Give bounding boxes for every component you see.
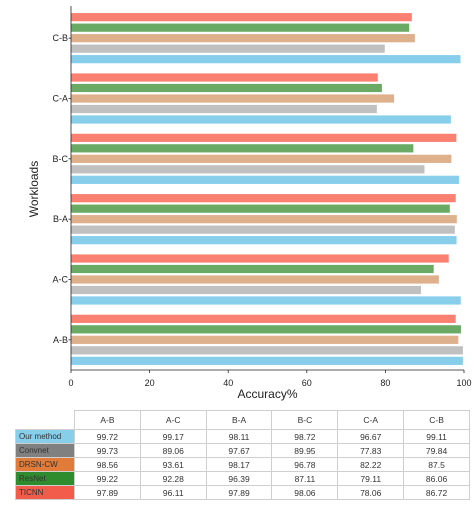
table-cell: 93.61 bbox=[139, 457, 207, 472]
bar-drsn-cw-c-b bbox=[71, 34, 415, 43]
table-cell: 87.5 bbox=[403, 457, 470, 472]
x-tick-label: 100 bbox=[456, 378, 471, 388]
table-cell: 98.06 bbox=[271, 485, 339, 500]
accuracy-bar-chart: C-B C-A B-C B-A A-C A-B 0 20 40 60 80 100 Accuracy% W… bbox=[27, 6, 472, 401]
bar-convnet-c-a bbox=[71, 104, 377, 114]
bar-our-method-a-c bbox=[71, 296, 461, 305]
table-cell: 99.17 bbox=[139, 429, 207, 444]
column-header: C-A bbox=[337, 410, 405, 430]
bar-our-method-c-b bbox=[71, 55, 461, 64]
y-tick-label: C-B bbox=[53, 33, 69, 43]
table-cell: 96.11 bbox=[139, 485, 207, 500]
table-cell: 86.06 bbox=[403, 471, 470, 486]
bar-resnet-a-c bbox=[71, 264, 434, 274]
x-tick-label: 20 bbox=[145, 378, 155, 388]
table-cell: 98.17 bbox=[205, 457, 273, 472]
bar-resnet-c-a bbox=[71, 83, 382, 93]
table-cell: 78.06 bbox=[337, 485, 405, 500]
y-tick-label: B-C bbox=[53, 154, 69, 164]
bar-resnet-b-a bbox=[71, 204, 450, 213]
column-header: A-B bbox=[74, 410, 141, 430]
column-header: B-C bbox=[271, 410, 339, 430]
bar-resnet-b-c bbox=[71, 144, 414, 153]
table-cell: 89.06 bbox=[139, 443, 207, 458]
column-header: B-A bbox=[205, 410, 273, 430]
y-tick-label: B-A bbox=[53, 214, 68, 224]
table-row: TICNN 97.89 96.11 97.89 98.06 78.06 86.72 bbox=[15, 485, 470, 500]
bar-ticnn-a-b bbox=[71, 314, 456, 323]
table-corner-cell bbox=[15, 410, 75, 430]
row-label-cell: Convnet bbox=[15, 443, 75, 458]
bar-convnet-b-c bbox=[71, 165, 425, 174]
bar-ticnn-a-c bbox=[71, 254, 449, 263]
bar-convnet-a-c bbox=[71, 285, 422, 295]
row-label-cell: ResNet bbox=[15, 471, 75, 486]
table-cell: 79.11 bbox=[337, 471, 405, 486]
table-header-row: A-B A-C B-A B-C C-A C-B bbox=[15, 410, 470, 430]
bar-drsn-cw-b-a bbox=[71, 215, 457, 224]
bar-our-method-c-a bbox=[71, 115, 451, 124]
table-cell: 99.22 bbox=[74, 471, 141, 486]
x-tick-label: 80 bbox=[380, 378, 390, 388]
results-table: A-B A-C B-A B-C C-A C-B Our method 99.72 9… bbox=[15, 410, 470, 500]
y-tick-label: A-C bbox=[53, 275, 69, 285]
table-cell: 77.83 bbox=[337, 443, 405, 458]
x-tick-label: 0 bbox=[68, 378, 73, 388]
x-axis-title: Accuracy% bbox=[237, 387, 297, 401]
bar-our-method-b-c bbox=[71, 175, 459, 184]
row-label-cell: DRSN-CW bbox=[15, 457, 75, 472]
table-cell: 99.72 bbox=[74, 429, 141, 444]
table-cell: 98.11 bbox=[205, 429, 273, 444]
table-row: Convnet 99.73 89.06 97.67 89.95 77.83 79.84 bbox=[15, 443, 470, 458]
table-cell: 98.72 bbox=[271, 429, 339, 444]
bar-drsn-cw-c-a bbox=[71, 94, 395, 103]
table-cell: 97.89 bbox=[205, 485, 273, 500]
table-cell: 82.22 bbox=[337, 457, 405, 472]
bar-convnet-c-b bbox=[71, 44, 385, 53]
table-cell: 96.78 bbox=[271, 457, 339, 472]
y-tick-label: A-B bbox=[53, 335, 68, 345]
bar-convnet-b-a bbox=[71, 225, 455, 234]
table-cell: 86.72 bbox=[403, 485, 470, 500]
table-cell: 96.67 bbox=[337, 429, 405, 444]
table-cell: 98.56 bbox=[74, 457, 141, 472]
table-cell: 89.95 bbox=[271, 443, 339, 458]
column-header: A-C bbox=[139, 410, 207, 430]
y-tick-label: C-A bbox=[53, 94, 69, 104]
row-label-cell: Our method bbox=[15, 429, 75, 444]
table-cell: 92.28 bbox=[139, 471, 207, 486]
table-cell: 87.11 bbox=[271, 471, 339, 486]
bar-convnet-a-b bbox=[71, 346, 463, 355]
bar-resnet-c-b bbox=[71, 23, 410, 32]
y-axis-title: Workloads bbox=[27, 161, 41, 217]
table-cell: 99.73 bbox=[74, 443, 141, 458]
bar-ticnn-b-c bbox=[71, 133, 457, 142]
column-header: C-B bbox=[403, 410, 470, 430]
bar-drsn-cw-b-c bbox=[71, 154, 452, 163]
bar-ticnn-b-a bbox=[71, 194, 456, 203]
table-row: ResNet 99.22 92.28 96.39 87.11 79.11 86.06 bbox=[15, 471, 470, 486]
bar-ticnn-c-b bbox=[71, 13, 412, 22]
bar-resnet-a-b bbox=[71, 325, 461, 334]
table-cell: 79.84 bbox=[403, 443, 470, 458]
bar-our-method-a-b bbox=[71, 356, 463, 365]
table-row: DRSN-CW 98.56 93.61 98.17 96.78 82.22 87.5 bbox=[15, 457, 470, 472]
table-cell: 97.89 bbox=[74, 485, 141, 500]
bar-ticnn-c-a bbox=[71, 73, 378, 82]
table-cell: 99.11 bbox=[403, 429, 470, 444]
x-tick-label: 60 bbox=[302, 378, 312, 388]
row-label-cell: TICNN bbox=[15, 485, 75, 500]
table-row: Our method 99.72 99.17 98.11 98.72 96.67 99.11 bbox=[15, 429, 470, 444]
table-cell: 97.67 bbox=[205, 443, 273, 458]
bar-drsn-cw-a-c bbox=[71, 275, 439, 284]
table-cell: 96.39 bbox=[205, 471, 273, 486]
x-tick-label: 40 bbox=[223, 378, 233, 388]
bar-our-method-b-a bbox=[71, 236, 457, 245]
bar-drsn-cw-a-b bbox=[71, 335, 459, 344]
